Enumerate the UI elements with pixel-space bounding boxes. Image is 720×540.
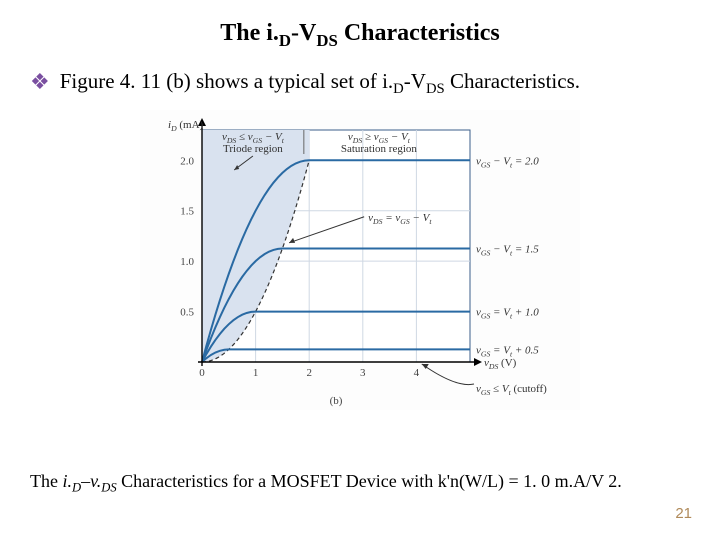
svg-text:vGS − Vt = 1.5: vGS − Vt = 1.5 bbox=[476, 244, 539, 258]
svg-text:iD (mA): iD (mA) bbox=[168, 119, 204, 133]
svg-text:1: 1 bbox=[253, 367, 259, 379]
svg-text:0.5: 0.5 bbox=[180, 307, 194, 319]
svg-text:4: 4 bbox=[414, 367, 420, 379]
svg-text:Triode region: Triode region bbox=[223, 143, 283, 155]
svg-text:0: 0 bbox=[199, 367, 205, 379]
svg-text:3: 3 bbox=[360, 367, 366, 379]
svg-text:vGS = Vt + 1.0: vGS = Vt + 1.0 bbox=[476, 307, 539, 321]
svg-text:2.0: 2.0 bbox=[180, 155, 194, 167]
svg-text:1.0: 1.0 bbox=[180, 256, 194, 268]
bullet-text: Figure 4. 11 (b) shows a typical set of … bbox=[60, 69, 580, 98]
id-vds-chart: 012340.51.01.52.0iD (mA)vDS (V)vDS ≤ vGS… bbox=[140, 110, 580, 410]
figure: 012340.51.01.52.0iD (mA)vDS (V)vDS ≤ vGS… bbox=[140, 110, 580, 410]
page-title: The i.D-VDS Characteristics bbox=[30, 20, 690, 51]
svg-text:1.5: 1.5 bbox=[180, 206, 194, 218]
figure-caption: The i.D–v.DS Characteristics for a MOSFE… bbox=[30, 471, 622, 496]
svg-text:vGS = Vt + 0.5: vGS = Vt + 0.5 bbox=[476, 344, 539, 358]
diamond-bullet-icon: ❖ bbox=[30, 71, 50, 93]
svg-text:(b): (b) bbox=[330, 395, 343, 407]
svg-text:vGS − Vt = 2.0: vGS − Vt = 2.0 bbox=[476, 155, 539, 169]
svg-text:2: 2 bbox=[306, 367, 312, 379]
svg-text:vDS (V): vDS (V) bbox=[484, 357, 517, 371]
svg-text:Saturation region: Saturation region bbox=[341, 143, 418, 155]
chart-container: 012340.51.01.52.0iD (mA)vDS (V)vDS ≤ vGS… bbox=[140, 110, 580, 410]
svg-text:vGS ≤ Vt (cutoff): vGS ≤ Vt (cutoff) bbox=[476, 383, 547, 397]
bullet-row: ❖ Figure 4. 11 (b) shows a typical set o… bbox=[30, 69, 690, 98]
page-number: 21 bbox=[675, 505, 692, 522]
